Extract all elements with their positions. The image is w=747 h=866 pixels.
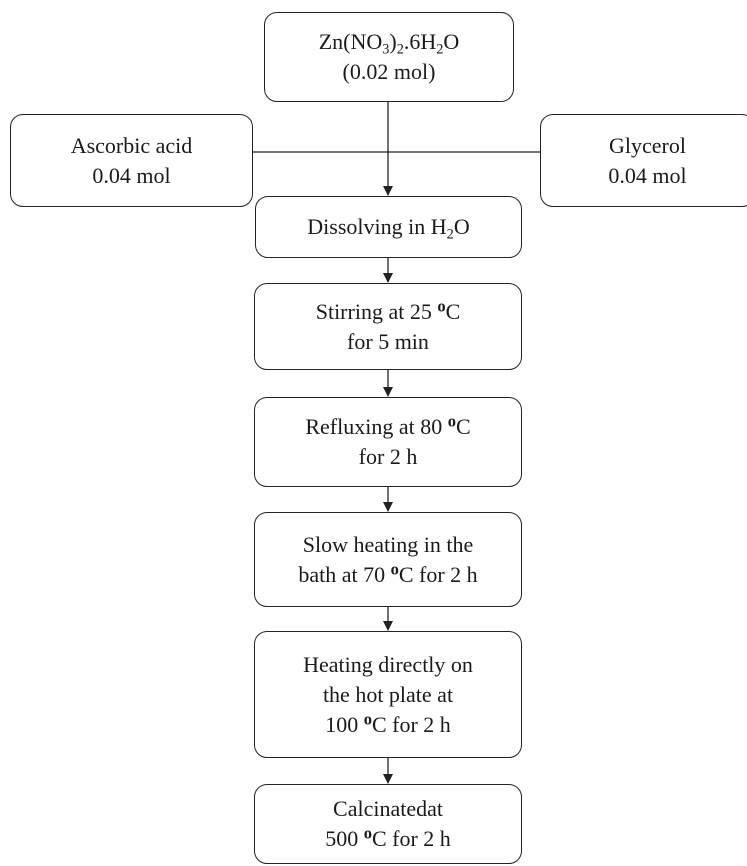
ascorbic-acid-name: Ascorbic acid [70, 132, 193, 158]
slow-heating-step-line1: Slow heating in the [302, 531, 474, 557]
ascorbic-acid-box: Ascorbic acid 0.04 mol [10, 114, 253, 207]
zinc-nitrate-box: Zn(NO3)2.6H2O (0.02 mol) [264, 12, 514, 102]
stirring-step-line1: Stirring at 25 oC [315, 296, 461, 324]
stirring-step-box: Stirring at 25 oC for 5 min [254, 283, 522, 370]
zinc-nitrate-formula: Zn(NO3)2.6H2O [318, 29, 460, 58]
direct-heating-step-line1: Heating directly on [303, 651, 473, 677]
stirring-step-line2: for 5 min [347, 328, 429, 354]
zinc-nitrate-amount: (0.02 mol) [342, 59, 436, 84]
direct-heating-step-box: Heating directly on the hot plate at 100… [254, 631, 522, 758]
direct-heating-step-line2: the hot plate at [322, 681, 454, 707]
refluxing-step-box: Refluxing at 80 oC for 2 h [254, 397, 522, 487]
dissolving-step-text: Dissolving in H2O [307, 214, 470, 243]
calcination-step-line2: 500 oC for 2 h [325, 823, 451, 851]
slow-heating-step-box: Slow heating in the bath at 70 oC for 2 … [254, 512, 522, 607]
refluxing-step-line2: for 2 h [358, 444, 418, 469]
calcination-step-line1: Calcinatedat [333, 796, 443, 821]
glycerol-box: Glycerol 0.04 mol [540, 114, 747, 207]
refluxing-step-line1: Refluxing at 80 oC [305, 411, 471, 439]
glycerol-name: Glycerol [609, 132, 686, 158]
glycerol-amount: 0.04 mol [608, 162, 687, 188]
calcination-step-box: Calcinatedat 500 oC for 2 h [254, 784, 522, 864]
slow-heating-step-line2: bath at 70 oC for 2 h [298, 559, 478, 587]
dissolving-step-box: Dissolving in H2O [255, 196, 522, 258]
direct-heating-step-line3: 100 oC for 2 h [325, 709, 451, 737]
ascorbic-acid-amount: 0.04 mol [92, 162, 171, 188]
